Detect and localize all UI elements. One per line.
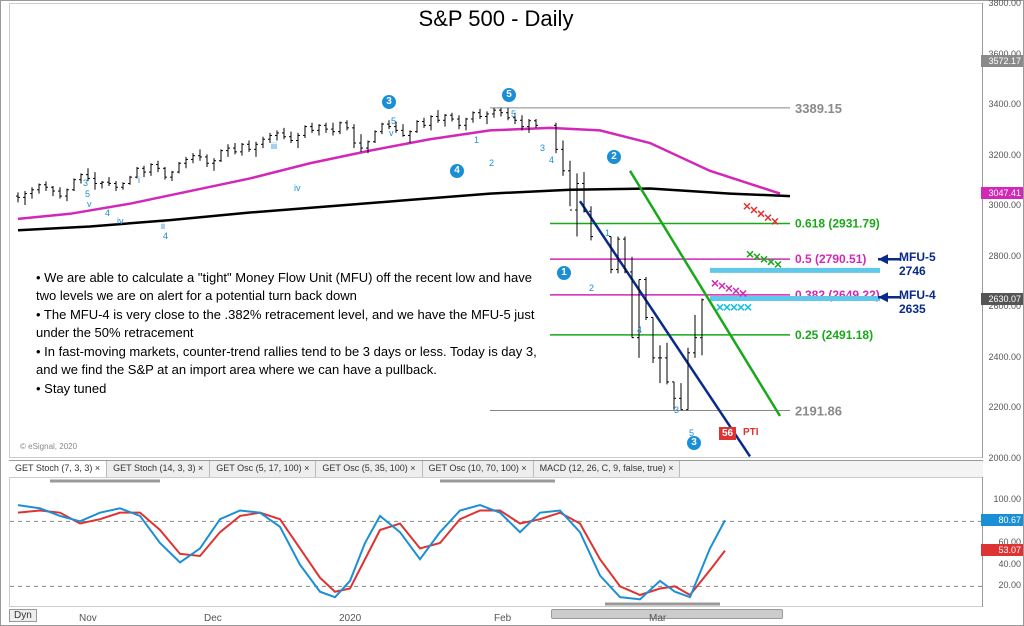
elliott-wave-number: v	[87, 199, 92, 209]
x-axis-month: Nov	[79, 613, 97, 624]
elliott-wave-number: iii	[271, 141, 277, 151]
indicator-tab[interactable]: GET Stoch (7, 3, 3) ×	[9, 461, 107, 477]
indicator-y-axis: 20.0040.0060.0080.00100.0080.6753.07	[982, 477, 1023, 607]
x-axis-month: 2020	[339, 613, 361, 624]
elliott-wave-number: 4	[163, 231, 168, 241]
price-axis-badge: 3572.17	[981, 55, 1023, 67]
price-tick: 2200.00	[988, 402, 1021, 412]
indicator-tick: 100.00	[993, 494, 1021, 504]
elliott-wave-number: iv	[294, 183, 301, 193]
elliott-wave-circle: 3	[382, 95, 396, 109]
note-1: • We are able to calculate a "tight" Mon…	[36, 269, 546, 304]
svg-text:2191.86: 2191.86	[795, 404, 842, 419]
price-y-axis: 2000.002200.002400.002600.002800.003000.…	[982, 3, 1023, 458]
indicator-tab[interactable]: GET Osc (10, 70, 100) ×	[423, 461, 534, 477]
elliott-wave-number: ii	[161, 221, 165, 231]
elliott-wave-circle: 5	[502, 88, 516, 102]
elliott-wave-number: 4	[105, 208, 110, 218]
x-axis-months: Nov Dec 2020 Feb Mar	[9, 613, 983, 625]
elliott-wave-number: 2	[589, 283, 594, 293]
indicator-svg	[10, 478, 984, 608]
price-tick: 2400.00	[988, 352, 1021, 362]
indicator-tabs: GET Stoch (7, 3, 3) ×GET Stoch (14, 3, 3…	[9, 460, 983, 478]
elliott-wave-number: 1	[605, 228, 610, 238]
indicator-tab[interactable]: GET Osc (5, 35, 100) ×	[316, 461, 422, 477]
price-tick: 3400.00	[988, 99, 1021, 109]
price-panel[interactable]: S&P 500 - Daily 3389.152191.860.618 (293…	[9, 3, 983, 458]
elliott-wave-number: iv	[117, 216, 124, 226]
price-tick: 3800.00	[988, 0, 1021, 8]
elliott-wave-number: 4	[637, 325, 642, 335]
chart-root: S&P 500 - Daily 3389.152191.860.618 (293…	[0, 0, 1024, 626]
note-2: • The MFU-4 is very close to the .382% r…	[36, 306, 546, 341]
elliott-wave-number: 3	[83, 178, 88, 188]
annotation-text: • We are able to calculate a "tight" Mon…	[36, 269, 546, 400]
mfu-label: MFU-42635	[899, 288, 936, 316]
indicator-tab[interactable]: GET Stoch (14, 3, 3) ×	[107, 461, 210, 477]
elliott-wave-number: i	[138, 175, 140, 185]
elliott-wave-number: 3	[540, 143, 545, 153]
indicator-tab[interactable]: GET Osc (5, 17, 100) ×	[210, 461, 316, 477]
elliott-wave-number: 4	[549, 155, 554, 165]
elliott-wave-circle: 2	[607, 150, 621, 164]
indicator-panel[interactable]	[9, 477, 983, 607]
note-3: • In fast-moving markets, counter-trend …	[36, 343, 546, 378]
indicator-tick: 20.00	[998, 580, 1021, 590]
elliott-wave-circle: 4	[450, 164, 464, 178]
indicator-tab[interactable]: MACD (12, 26, C, 9, false, true) ×	[534, 461, 681, 477]
mfu-label: MFU-52746	[899, 250, 936, 278]
elliott-wave-number: 5	[391, 116, 396, 126]
price-tick: 3000.00	[988, 200, 1021, 210]
elliott-wave-number: 1	[474, 135, 479, 145]
svg-text:3389.15: 3389.15	[795, 101, 842, 116]
note-4: • Stay tuned	[36, 380, 546, 398]
elliott-wave-number: 5	[85, 189, 90, 199]
x-axis-month: Mar	[649, 613, 666, 624]
indicator-axis-badge: 53.07	[981, 544, 1023, 556]
svg-text:0.618 (2931.79): 0.618 (2931.79)	[795, 216, 880, 230]
elliott-wave-number: 5	[689, 428, 694, 438]
pti-text: PTI	[743, 427, 759, 438]
elliott-wave-number: 5	[511, 109, 516, 119]
elliott-wave-number: 3	[674, 405, 679, 415]
price-tick: 3200.00	[988, 150, 1021, 160]
price-axis-badge: 3047.41	[981, 187, 1023, 199]
svg-text:0.25 (2491.18): 0.25 (2491.18)	[795, 328, 873, 342]
elliott-wave-number: 2	[489, 158, 494, 168]
price-tick: 2000.00	[988, 453, 1021, 463]
price-tick: 2800.00	[988, 251, 1021, 261]
elliott-wave-circle: 1	[557, 266, 571, 280]
indicator-axis-badge: 80.67	[981, 514, 1023, 526]
copyright-text: © eSignal, 2020	[20, 442, 77, 451]
pti-badge: 56	[719, 427, 736, 440]
x-axis-month: Dec	[204, 613, 222, 624]
x-axis-month: Feb	[494, 613, 511, 624]
price-axis-badge: 2630.07	[981, 293, 1023, 305]
indicator-tick: 40.00	[998, 559, 1021, 569]
elliott-wave-number: v	[389, 128, 394, 138]
svg-text:0.5 (2790.51): 0.5 (2790.51)	[795, 252, 866, 266]
elliott-wave-circle: 3	[687, 436, 701, 450]
